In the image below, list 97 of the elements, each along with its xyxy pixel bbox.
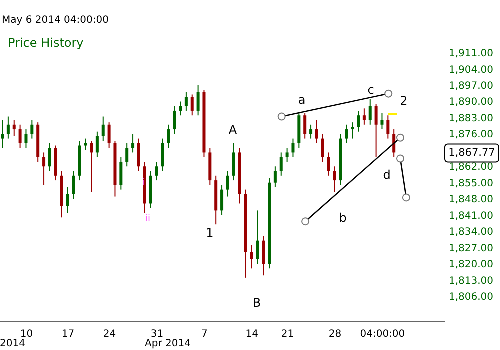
y-tick-label: 1,890.00 <box>449 97 494 108</box>
candlestick <box>184 92 188 112</box>
candlestick <box>374 104 378 158</box>
candlestick <box>161 138 164 172</box>
candlestick <box>96 131 99 158</box>
candlestick <box>190 94 194 116</box>
candlestick <box>286 148 289 162</box>
text: Apr 2014 <box>145 338 191 350</box>
annotation: 1 <box>206 226 214 240</box>
point <box>278 112 286 121</box>
x-tick-label: 10 <box>20 329 34 340</box>
candlestick <box>262 236 266 276</box>
candlestick <box>250 244 254 270</box>
candlestick <box>179 101 182 116</box>
point <box>396 134 404 142</box>
annotation: c <box>368 83 374 97</box>
candlestick <box>66 187 70 214</box>
y-tick-label: 1,813.00 <box>449 276 494 287</box>
y-tick-label: 1,883.00 <box>449 113 494 124</box>
candlestick <box>155 161 158 182</box>
candlestick <box>126 142 129 168</box>
candlestick <box>368 98 372 126</box>
candlestick <box>30 120 34 140</box>
annotation: b <box>339 211 347 225</box>
point <box>302 218 310 226</box>
candlestick <box>24 129 28 149</box>
candlestick <box>304 112 307 140</box>
chart-title: Price History <box>8 36 84 50</box>
candlestick <box>18 124 22 149</box>
candlestick <box>1 120 4 149</box>
candlestick <box>90 140 93 193</box>
x-tick-label: 21 <box>281 329 294 340</box>
candlestick <box>333 166 336 193</box>
candlestick <box>102 116 105 142</box>
y-tick-label: 1,862.00 <box>449 162 494 174</box>
y-tick-label: 1,827.00 <box>449 243 494 254</box>
y-tick-label: 1,848.00 <box>449 194 494 206</box>
candlestick <box>137 138 140 172</box>
y-tick-label: 1,904.00 <box>449 64 494 76</box>
candlestick <box>386 115 390 140</box>
y-tick-label: 1,834.00 <box>449 227 494 238</box>
candlestick <box>232 142 236 182</box>
y-tick-label: 1,841.00 <box>449 210 494 222</box>
x-tick-label: 7 <box>202 329 208 340</box>
candlestick <box>351 122 354 140</box>
candlestick <box>196 84 200 116</box>
candlestick <box>345 124 348 144</box>
candlestick <box>327 152 330 176</box>
candlestick <box>12 120 16 137</box>
candlestick <box>167 124 170 149</box>
x-tick-label: 14 <box>246 329 259 340</box>
candlestick <box>380 112 384 130</box>
candlestick <box>274 166 277 188</box>
annotation: i <box>142 178 146 188</box>
y-tick-label: 1,820.00 <box>449 260 494 271</box>
candlestick <box>256 210 260 265</box>
text: 1,867.77 <box>448 147 496 160</box>
candlestick <box>280 152 283 176</box>
candlestick <box>84 138 88 151</box>
candlestick <box>72 170 76 200</box>
candlestick <box>48 142 52 172</box>
point <box>402 194 410 202</box>
y-tick-label: 1,855.00 <box>449 178 494 190</box>
text: 2014 <box>0 338 26 350</box>
candlestick <box>6 116 10 140</box>
x-tick-label: 31 <box>150 329 164 340</box>
point <box>384 90 393 98</box>
point <box>396 154 404 163</box>
y-tick-label: 1,876.00 <box>449 130 494 141</box>
y-tick-label: 1,911.00 <box>449 48 494 60</box>
y-tick-label: 1,806.00 <box>449 292 494 304</box>
annotation: a <box>298 93 306 107</box>
candlestick <box>132 134 135 154</box>
x-tick-label: 17 <box>62 329 75 340</box>
x-tick-label: 28 <box>328 329 342 340</box>
candlestick <box>321 134 324 162</box>
candlestick <box>220 184 224 216</box>
candlestick <box>392 129 396 158</box>
annotation: A <box>228 123 238 137</box>
candlestick <box>310 124 313 140</box>
x-tick-label: 24 <box>103 329 116 340</box>
x-tick-label: 04:00:00 <box>360 329 406 340</box>
chart-subtitle: May 6 2014 04:00:00 <box>2 15 109 26</box>
annotation: ii <box>145 214 151 224</box>
candlestick <box>108 122 111 149</box>
candlestick <box>362 108 366 126</box>
candlestick <box>292 138 295 158</box>
candlestick <box>42 152 46 186</box>
candlestick <box>226 170 230 198</box>
y-tick-label: 1,897.00 <box>449 81 494 92</box>
annotation: d <box>383 168 391 182</box>
candlestick <box>120 156 123 190</box>
annotation: B <box>252 296 262 310</box>
candlestick <box>173 106 176 135</box>
candlestick <box>357 110 360 132</box>
annotation: 2 <box>400 94 408 108</box>
candlestick <box>315 120 318 144</box>
